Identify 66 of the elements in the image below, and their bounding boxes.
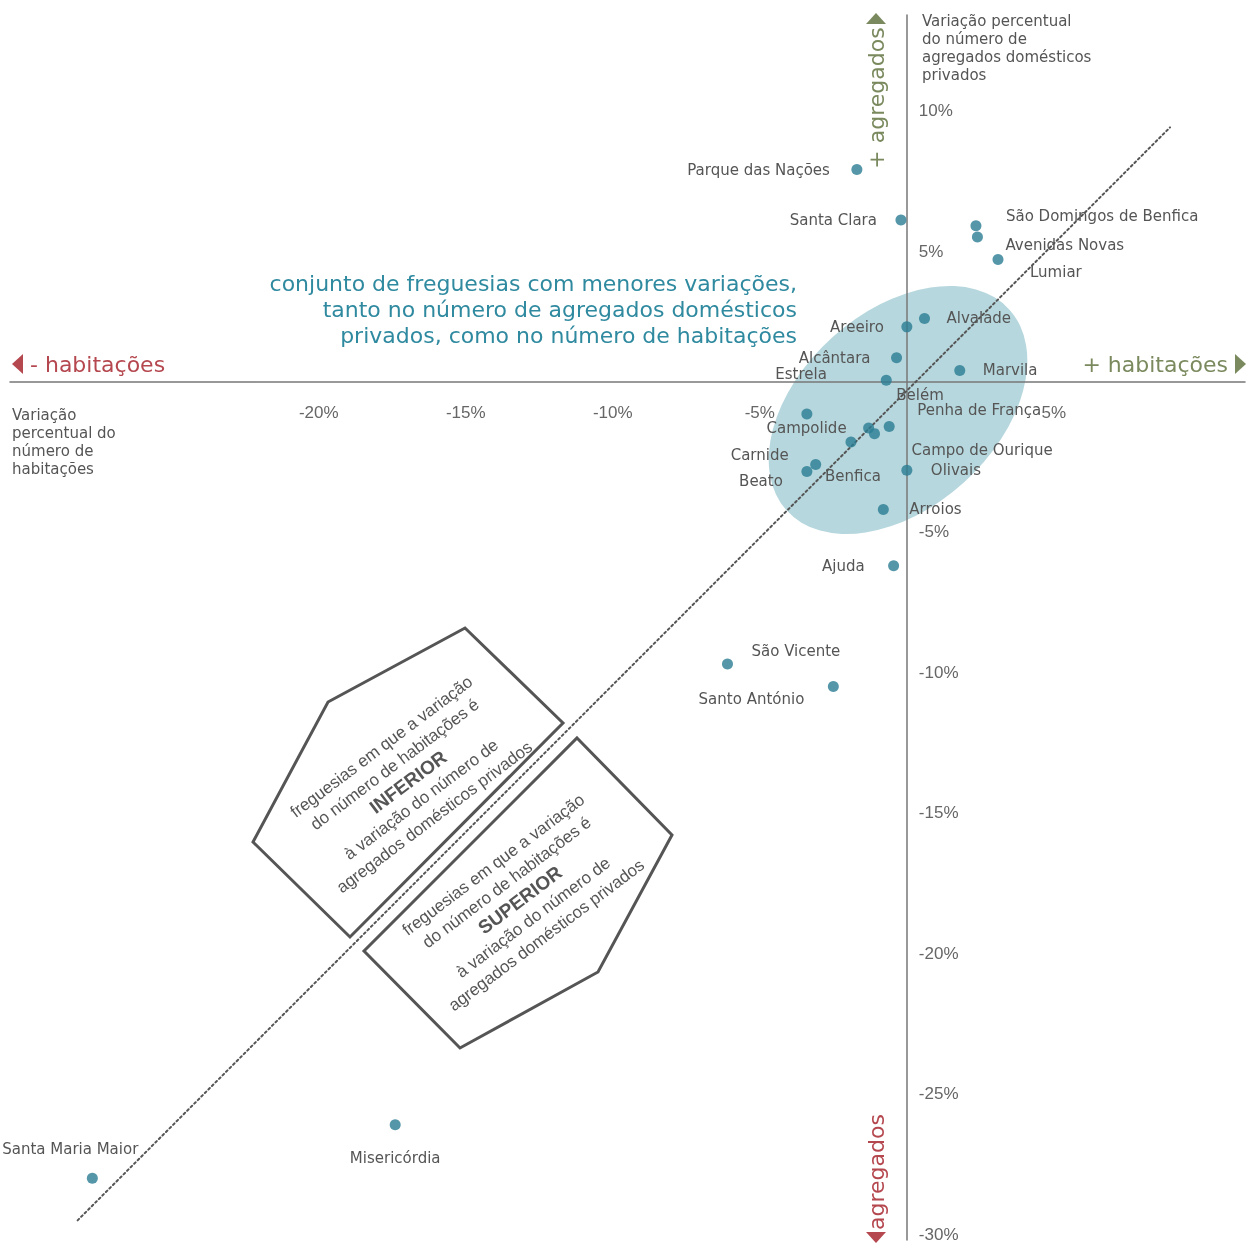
point: [827, 681, 839, 692]
point: [883, 421, 895, 433]
y-tick-label: 10%: [918, 101, 953, 121]
annotation: Marvila: [982, 361, 1038, 380]
y-tick-label: -10%: [918, 662, 959, 682]
y-tick-label: -30%: [918, 1224, 959, 1244]
point: [801, 466, 813, 478]
annotation: Estrela: [775, 364, 827, 383]
point: [971, 231, 983, 243]
annotation: Ajuda: [821, 556, 865, 575]
annotation: Avenidas Novas: [1005, 235, 1125, 254]
annotation: São Vicente: [751, 642, 841, 661]
point: [851, 164, 863, 176]
annotation: Santa Maria Maior: [2, 1140, 140, 1159]
point: [888, 560, 900, 572]
point: [721, 658, 733, 670]
point: [389, 1119, 401, 1131]
annotation: Arroios: [909, 500, 962, 519]
y-tick-label: -5%: [918, 522, 950, 542]
annotation: Beato: [739, 471, 783, 490]
annotation: Parque das Nações: [687, 160, 831, 179]
annotation: Campo de Ourique: [911, 440, 1053, 459]
point: [891, 352, 903, 364]
x-tick-label: -15%: [445, 402, 486, 422]
annotation: Lumiar: [1030, 263, 1083, 282]
annotation: Areeiro: [830, 317, 884, 336]
point: [901, 321, 913, 333]
x-tick-label: -20%: [298, 402, 339, 422]
annotation: - habitações: [30, 351, 166, 377]
annotation: Campolide: [766, 419, 847, 438]
annotation: Misericórdia: [349, 1148, 441, 1167]
point: [845, 436, 857, 448]
point: [954, 364, 966, 376]
annotation: + agregados: [863, 27, 889, 169]
point: [869, 428, 880, 440]
annotation: Santo António: [698, 689, 805, 708]
y-tick-label: -20%: [918, 943, 959, 963]
y-tick-label: -15%: [918, 803, 959, 823]
point: [992, 253, 1004, 265]
y-axis-title: Variação percentual do número de agregados domésticos privados: [922, 12, 1097, 84]
annotation: Olivais: [930, 461, 982, 480]
point: [810, 459, 822, 471]
point: [919, 312, 930, 324]
annotation: agregados: [863, 1114, 889, 1230]
x-axis-title: Variação percentual do número de habitações: [12, 406, 121, 478]
point: [86, 1172, 98, 1184]
annotation: Penha de França: [917, 400, 1042, 419]
annotation: + habitações: [1082, 351, 1228, 377]
annotation: conjunto de freguesias com menores variações, tanto no número de agregados domésticos privados, como no número de habitações: [269, 270, 797, 348]
y-tick-label: -25%: [918, 1084, 959, 1104]
point: [901, 464, 913, 476]
point: [895, 214, 907, 226]
x-tick-label: -10%: [592, 402, 633, 422]
point: [801, 408, 813, 420]
point: [877, 504, 889, 515]
annotation: Santa Clara: [789, 211, 877, 230]
x-tick-label: -5%: [744, 402, 775, 422]
annotation: Alcântara: [798, 348, 871, 367]
y-tick-label: 5%: [918, 241, 944, 261]
annotation: Benfica: [824, 467, 881, 486]
point: [970, 220, 982, 232]
x-tick-label: 5%: [1041, 402, 1067, 422]
annotation: Carnide: [730, 445, 789, 464]
point: [880, 374, 892, 386]
annotation: São Domingos de Benfica: [1005, 206, 1199, 225]
annotation: Alvalade: [946, 309, 1012, 328]
